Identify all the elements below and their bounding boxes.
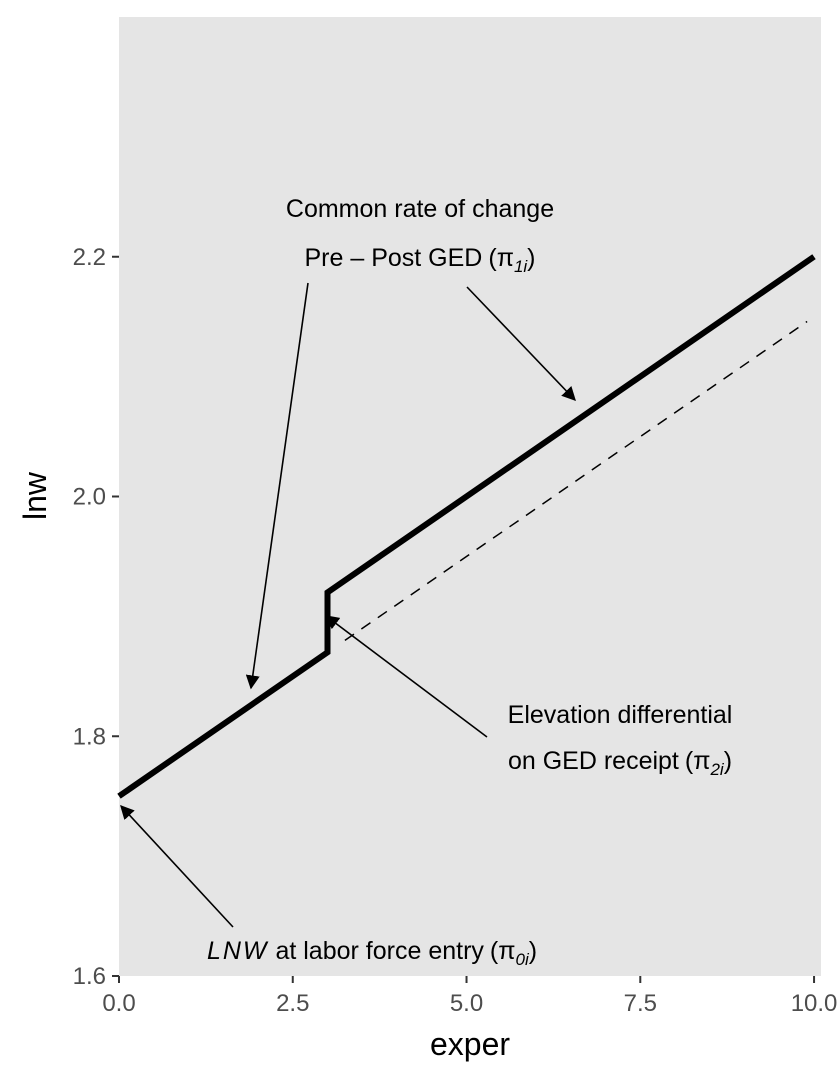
- annotation-elevation-line2: on GED receipt (π2i): [508, 747, 732, 779]
- arrow-elevation: [324, 615, 488, 738]
- y-tick-label: 2.0: [73, 484, 106, 511]
- arrow-lnw-entry: [120, 804, 234, 928]
- annotation-common-rate-line2: Pre – Post GED (π1i): [305, 244, 536, 276]
- arrow-common-rate-left: [245, 282, 309, 690]
- y-axis-title: lnw: [17, 471, 53, 520]
- x-tick-label: 7.5: [624, 990, 657, 1017]
- x-tick-label: 0.0: [102, 990, 135, 1017]
- annotation-lnw-entry: LNW at labor force entry (π0i): [207, 937, 537, 969]
- y-tick-label: 1.8: [73, 723, 106, 750]
- x-tick-label: 10.0: [791, 990, 838, 1017]
- y-tick-label: 2.2: [73, 244, 106, 271]
- annotation-elevation-line1: Elevation differential: [508, 701, 733, 729]
- x-tick-label: 2.5: [276, 990, 309, 1017]
- y-tick-label: 1.6: [73, 963, 106, 990]
- annotation-common-rate-line1: Common rate of change: [286, 195, 554, 223]
- axis-layer: 0.0 2.5 5.0 7.5 10.0 1.6 1.8 2.0 2.2: [73, 244, 838, 1017]
- dashed-reference-line: [344, 320, 808, 642]
- x-tick-label: 5.0: [450, 990, 483, 1017]
- x-axis-title: exper: [430, 1026, 510, 1062]
- arrow-common-rate-right: [466, 286, 576, 402]
